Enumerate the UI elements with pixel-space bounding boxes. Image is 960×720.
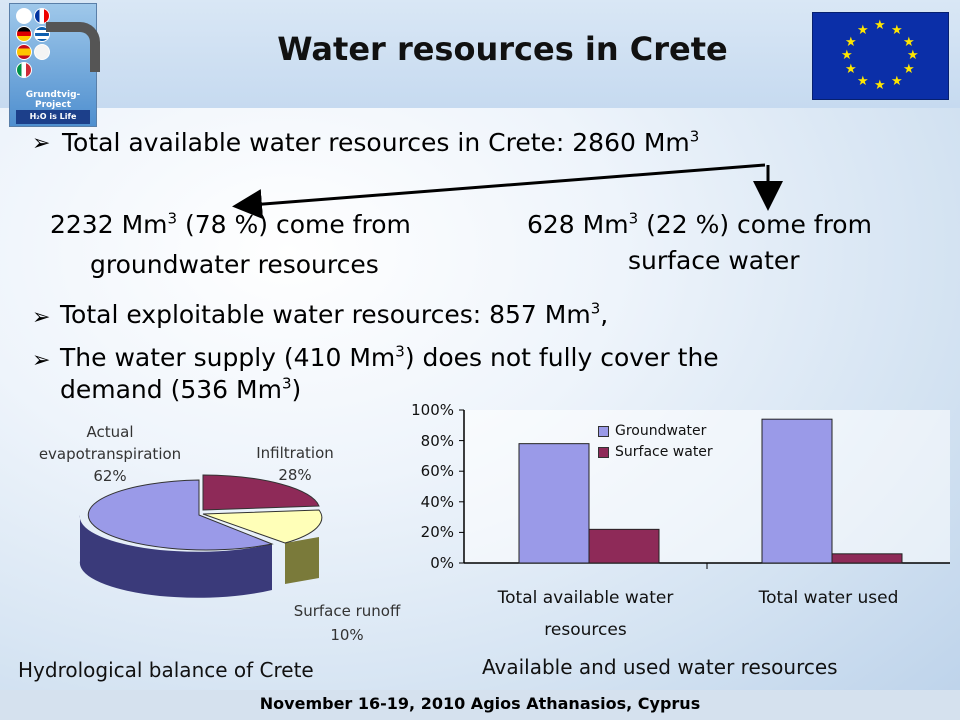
x-category-label: Total available water resources xyxy=(497,588,674,640)
bar-groundwater xyxy=(761,418,833,564)
groundwater-line2: groundwater resources xyxy=(90,250,379,279)
page-title: Water resources in Crete xyxy=(277,30,728,68)
legend-item: Groundwater xyxy=(598,423,706,439)
bullet-arrow-icon: ➢ xyxy=(32,131,51,156)
supply-line1: The water supply (410 Mm3) does not full… xyxy=(60,342,719,372)
pie-slice-infiltration xyxy=(202,474,320,511)
pie-side-evapotranspiration xyxy=(79,515,273,598)
legend-item: Surface water xyxy=(598,444,713,460)
pie-label-infiltration: Infiltration 28% xyxy=(256,444,334,484)
eu-flag-icon: ★ ★ ★ ★ ★ ★ ★ ★ ★ ★ ★ ★ xyxy=(812,12,949,100)
legend-label: Surface water xyxy=(615,444,713,460)
logo-tagline: H₂O is Life xyxy=(16,110,90,124)
groundwater-line1: 2232 Mm3 (78 %) come from xyxy=(50,209,411,239)
bar-caption: Available and used water resources xyxy=(482,655,838,679)
y-tick-label: 20% xyxy=(420,523,454,542)
legend-swatch xyxy=(598,425,609,437)
bullet-arrow-icon: ➢ xyxy=(32,305,51,330)
x-category-label: Total water used xyxy=(758,588,899,608)
bar-groundwater xyxy=(518,443,590,564)
surface-line2: surface water xyxy=(628,246,800,275)
bullet-arrow-icon: ➢ xyxy=(32,348,51,373)
water-tap-icon xyxy=(46,22,100,72)
surface-line1: 628 Mm3 (22 %) come from xyxy=(527,209,872,239)
pie-chart xyxy=(79,474,323,598)
y-tick-label: 80% xyxy=(420,431,454,450)
flag-icon xyxy=(16,62,32,78)
total-resources-text: Total available water resources in Crete… xyxy=(62,127,700,157)
bar-surface-water xyxy=(831,553,903,564)
pie-label-evapotranspiration: Actual evapotranspiration 62% xyxy=(38,423,182,485)
y-tick-label: 60% xyxy=(420,462,454,481)
y-tick-label: 100% xyxy=(411,401,454,419)
grundtvig-logo: Grundtvig-Project H₂O is Life xyxy=(9,3,100,127)
flag-icon xyxy=(16,44,32,60)
y-tick-label: 0% xyxy=(430,554,454,572)
pie-slice-runoff xyxy=(202,509,323,544)
pie-label-runoff: Surface runoff 10% xyxy=(293,602,401,644)
supply-line2: demand (536 Mm3) xyxy=(60,374,302,404)
bar-surface-water xyxy=(588,528,660,564)
exploitable-text: Total exploitable water resources: 857 M… xyxy=(60,299,609,329)
legend-label: Groundwater xyxy=(615,423,707,439)
pie-side-runoff xyxy=(285,537,319,584)
flag-icon xyxy=(16,26,32,42)
footer: November 16-19, 2010 Agios Athanasios, C… xyxy=(0,690,960,720)
legend-swatch xyxy=(598,446,609,458)
flag-icon xyxy=(16,8,32,24)
y-tick-label: 40% xyxy=(420,492,454,511)
logo-name: Grundtvig-Project xyxy=(25,90,81,110)
pie-caption: Hydrological balance of Crete xyxy=(18,658,314,682)
pie-slice-evapotranspiration xyxy=(87,479,274,551)
header-band xyxy=(0,0,960,108)
flag-icon xyxy=(34,8,50,24)
